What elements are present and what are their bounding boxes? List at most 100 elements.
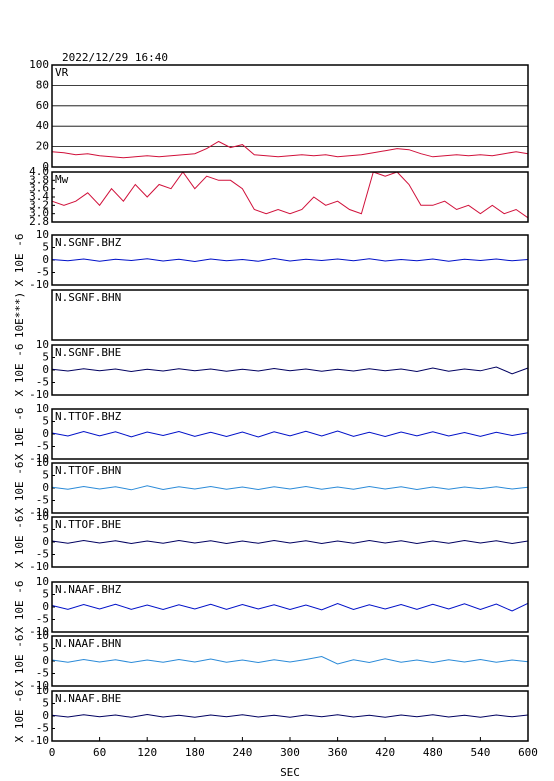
y-tick-label: -5 [36,667,49,680]
y-axis-label: X 10E -6 [13,408,26,461]
panel-label: N.NAAF.BHE [55,692,121,705]
panel-label: Mw [55,173,69,186]
y-tick-label: 5 [42,697,49,710]
y-tick-label: -5 [36,548,49,561]
trace [51,257,529,263]
y-tick-label: 3.0 [29,207,49,220]
y-axis-label: X 10E -6 [13,635,26,688]
panel-label: N.TTOF.BHZ [55,410,122,423]
y-tick-label: -10 [29,734,49,747]
panel-label: N.NAAF.BHN [55,637,121,650]
x-tick-label: 120 [137,746,157,759]
y-axis-label: X 10E -6 [13,462,26,515]
trace [51,602,529,612]
y-tick-label: -10 [29,560,49,573]
y-tick-label: -5 [36,722,49,735]
y-tick-label: 0 [42,654,49,667]
y-tick-label: 60 [36,99,49,112]
y-tick-label: 10 [36,456,49,469]
y-tick-label: 40 [36,119,49,132]
trace [51,366,529,375]
panel-label: VR [55,66,69,79]
x-tick-label: 300 [280,746,300,759]
trace [51,485,529,491]
x-tick-label: 60 [93,746,106,759]
chart-title: 2022/12/29 16:40 [62,51,168,64]
panel-frame [51,171,529,223]
y-tick-label: -10 [29,679,49,692]
y-tick-label: 0 [42,253,49,266]
trace [51,655,529,665]
panel-label: N.NAAF.BHZ [55,583,122,596]
y-tick-label: -5 [36,494,49,507]
y-tick-label: 10 [36,575,49,588]
y-tick-label: 0 [42,535,49,548]
panel-label: N.TTOF.BHE [55,518,121,531]
y-tick-label: 20 [36,140,49,153]
y-tick-label: -5 [36,440,49,453]
y-tick-label: 3.4 [29,190,49,203]
panel-label: N.SGNF.BHN [55,291,121,304]
y-axis-label: X 10E -6 [13,516,26,569]
panel-frame [51,234,529,286]
y-tick-label: -10 [29,625,49,638]
panel-label: N.TTOF.BHN [55,464,121,477]
y-axis-label: X 10E -6 [13,690,26,743]
panel-frame [51,581,529,633]
y-tick-label: -10 [29,452,49,465]
y-tick-label: 5 [42,351,49,364]
panel-label: N.SGNF.BHZ [55,236,122,249]
panel-frame [51,516,529,568]
y-tick-label: 10 [36,629,49,642]
y-tick-label: 0 [42,363,49,376]
x-tick-label: 420 [375,746,395,759]
trace [51,171,529,219]
y-tick-label: 5 [42,241,49,254]
trace [51,430,529,438]
y-tick-label: -5 [36,613,49,626]
y-axis-label: X 10E -6 [13,344,26,397]
y-tick-label: 10 [36,510,49,523]
y-tick-label: 3.2 [29,198,49,211]
trace [51,713,529,718]
x-tick-label: 360 [328,746,348,759]
y-tick-label: 0 [42,481,49,494]
y-tick-label: -10 [29,388,49,401]
y-tick-label: 0 [42,709,49,722]
y-tick-label: 3.6 [29,182,49,195]
panel-frame [51,289,529,341]
y-tick-label: -10 [29,506,49,519]
panel-frame [51,462,529,514]
y-tick-label: 5 [42,588,49,601]
panel-frame [51,64,529,168]
x-tick-label: 180 [185,746,205,759]
y-tick-label: 3.8 [29,173,49,186]
y-tick-label: 5 [42,415,49,428]
y-tick-label: 4.0 [29,165,49,178]
y-tick-label: 80 [36,78,49,91]
y-axis-label: X 10E -6 [13,234,26,287]
y-tick-label: 0 [42,600,49,613]
x-tick-label: 540 [470,746,490,759]
y-tick-label: -5 [36,266,49,279]
panel-frame [51,408,529,460]
x-tick-label: 240 [232,746,252,759]
y-tick-label: 0 [42,427,49,440]
trace [51,539,529,545]
y-tick-label: 5 [42,469,49,482]
y-tick-label: 100 [29,58,49,71]
y-axis-label: X 10E -6 [13,581,26,634]
x-axis-label: SEC [280,766,300,779]
x-tick-label: 0 [49,746,56,759]
y-tick-label: 0 [42,160,49,173]
x-tick-label: 600 [518,746,538,759]
y-tick-label: 10 [36,684,49,697]
y-tick-label: -5 [36,376,49,389]
y-tick-label: 2.8 [29,215,49,228]
x-tick-label: 480 [423,746,443,759]
panel-label: N.SGNF.BHE [55,346,121,359]
y-tick-label: -10 [29,278,49,291]
y-axis-label: 10E***) [13,292,26,338]
panel-frame [51,635,529,687]
